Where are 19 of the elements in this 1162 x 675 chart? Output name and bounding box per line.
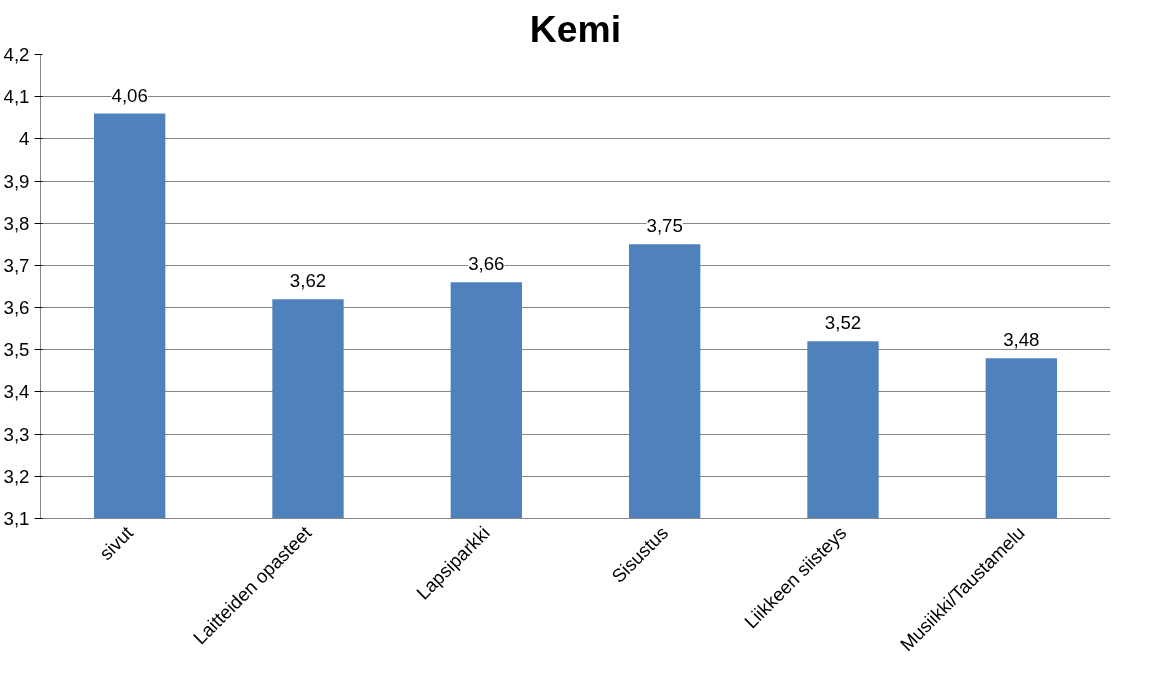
data-label: 3,48 <box>1003 329 1040 351</box>
y-tick-label: 3,1 <box>3 508 30 529</box>
y-tick-label: 3,4 <box>3 381 30 403</box>
data-label: 3,52 <box>824 312 862 334</box>
y-tick-label: 3,3 <box>3 423 30 445</box>
y-tick-label: 3,2 <box>3 465 30 487</box>
y-tick-label: 4,1 <box>3 86 30 108</box>
data-label: 3,62 <box>289 270 327 292</box>
data-label: 3,75 <box>646 215 683 237</box>
y-tick-label: 4,2 <box>3 44 30 65</box>
y-tick-label: 3,9 <box>3 170 30 192</box>
y-tick-label: 3,7 <box>3 254 30 276</box>
y-tick-label: 3,8 <box>3 212 30 234</box>
data-label: 4,06 <box>111 84 148 106</box>
chart-title: Kemi <box>529 7 622 50</box>
data-label: 3,66 <box>468 253 505 275</box>
y-tick-label: 3,5 <box>3 339 30 361</box>
y-tick-label: 3,6 <box>3 297 30 319</box>
y-tick-label: 4 <box>19 128 30 150</box>
